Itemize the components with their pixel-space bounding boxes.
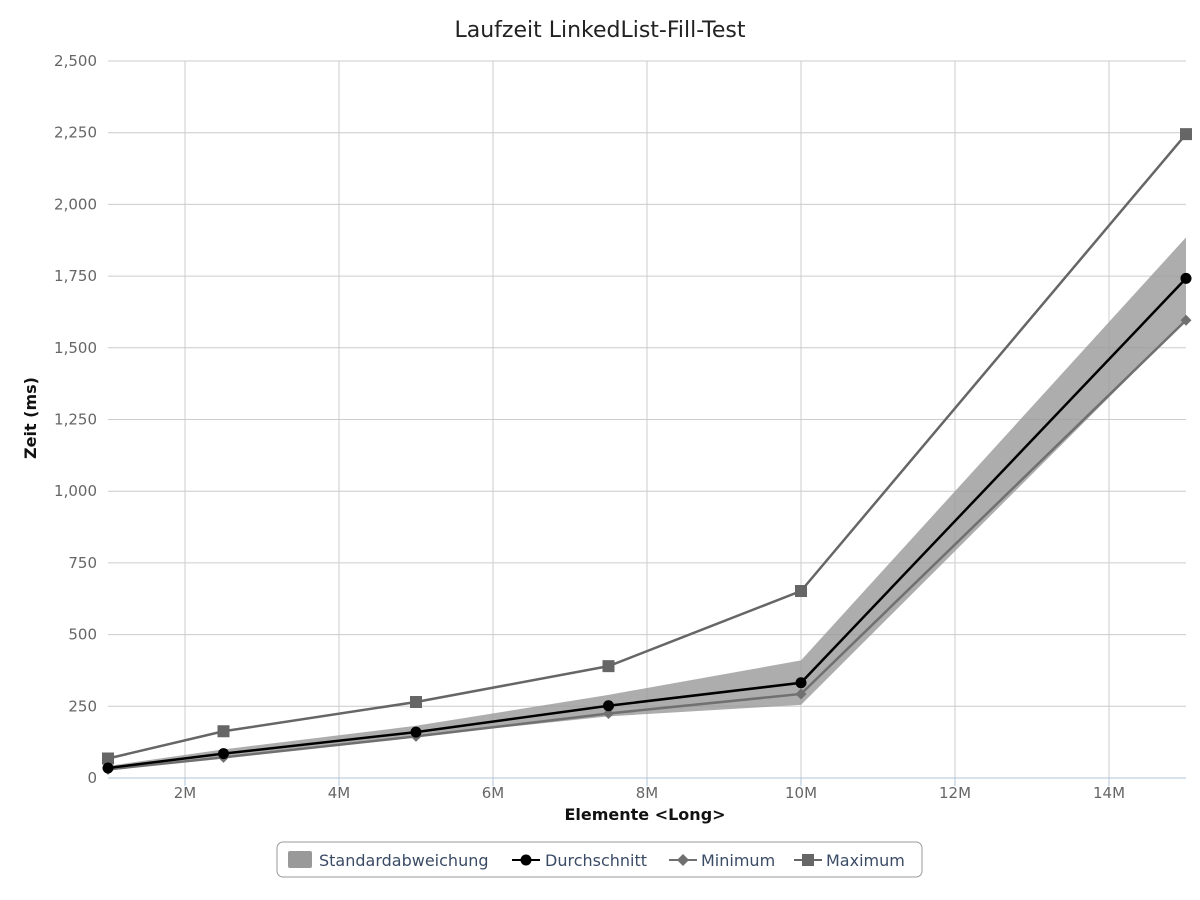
y-tick-label: 750	[68, 554, 97, 572]
x-tick-label: 14M	[1093, 784, 1125, 802]
x-tick-label: 10M	[785, 784, 817, 802]
legend-band-swatch[interactable]	[288, 851, 312, 868]
legend-marker-max	[802, 854, 814, 866]
legend-label-min[interactable]: Minimum	[701, 851, 775, 870]
data-point-maximum[interactable]	[410, 695, 422, 708]
y-tick-label: 1,500	[54, 339, 97, 357]
series-line-durchschnitt	[107, 277, 1187, 770]
data-point-durchschnitt[interactable]	[1180, 272, 1192, 284]
y-tick-label: 1,250	[54, 411, 97, 429]
series-line-minimum	[107, 319, 1187, 771]
data-point-minimum[interactable]	[795, 688, 807, 700]
y-tick-label: 1,000	[54, 482, 97, 500]
y-tick-label: 2,250	[54, 124, 97, 142]
data-point-maximum[interactable]	[795, 585, 807, 598]
legend: Standardabweichung Durchschnitt Minimum …	[276, 841, 923, 878]
data-point-maximum[interactable]	[602, 660, 615, 673]
y-tick-label: 0	[87, 769, 97, 787]
y-tick-label: 2,000	[54, 195, 97, 213]
y-tick-label: 1,750	[54, 267, 97, 285]
data-point-durchschnitt[interactable]	[102, 762, 114, 774]
x-tick-label: 12M	[939, 784, 971, 802]
data-point-durchschnitt[interactable]	[795, 677, 807, 689]
legend-label-max[interactable]: Maximum	[826, 851, 905, 870]
legend-label-band[interactable]: Standardabweichung	[319, 851, 489, 870]
legend-label-avg[interactable]: Durchschnitt	[545, 851, 647, 870]
data-point-maximum[interactable]	[102, 752, 114, 765]
grid-lines	[108, 60, 1186, 779]
x-axis-title: Elemente <Long>	[564, 805, 725, 824]
data-point-minimum[interactable]	[603, 707, 614, 719]
data-point-maximum[interactable]	[1180, 128, 1192, 141]
x-tick-label: 2M	[174, 784, 197, 802]
x-tick-label: 6M	[482, 784, 505, 802]
chart-title: Laufzeit LinkedList-Fill-Test	[454, 18, 745, 43]
x-tick-label: 4M	[328, 784, 351, 802]
legend-marker-avg	[520, 854, 532, 866]
data-point-durchschnitt[interactable]	[603, 700, 614, 712]
legend-marker-min	[677, 854, 689, 866]
data-point-minimum[interactable]	[1180, 314, 1192, 326]
legend-box	[276, 841, 923, 878]
x-axis: 2M 4M 6M 8M 10M 12M 14M	[108, 777, 1186, 802]
y-axis: 0 250 500 750 1,000 1,250 1,500 1,750 2,000 2,250…	[54, 52, 97, 787]
data-point-maximum[interactable]	[217, 725, 230, 738]
data-point-durchschnitt[interactable]	[410, 726, 422, 738]
y-tick-label: 500	[68, 626, 97, 644]
data-point-durchschnitt[interactable]	[218, 748, 229, 760]
x-tick-label: 8M	[636, 784, 659, 802]
series-line-maximum	[107, 133, 1187, 760]
y-axis-title: Zeit (ms)	[21, 377, 40, 459]
y-tick-label: 2,500	[54, 52, 97, 70]
series-layer	[102, 128, 1192, 775]
y-tick-label: 250	[68, 697, 97, 715]
